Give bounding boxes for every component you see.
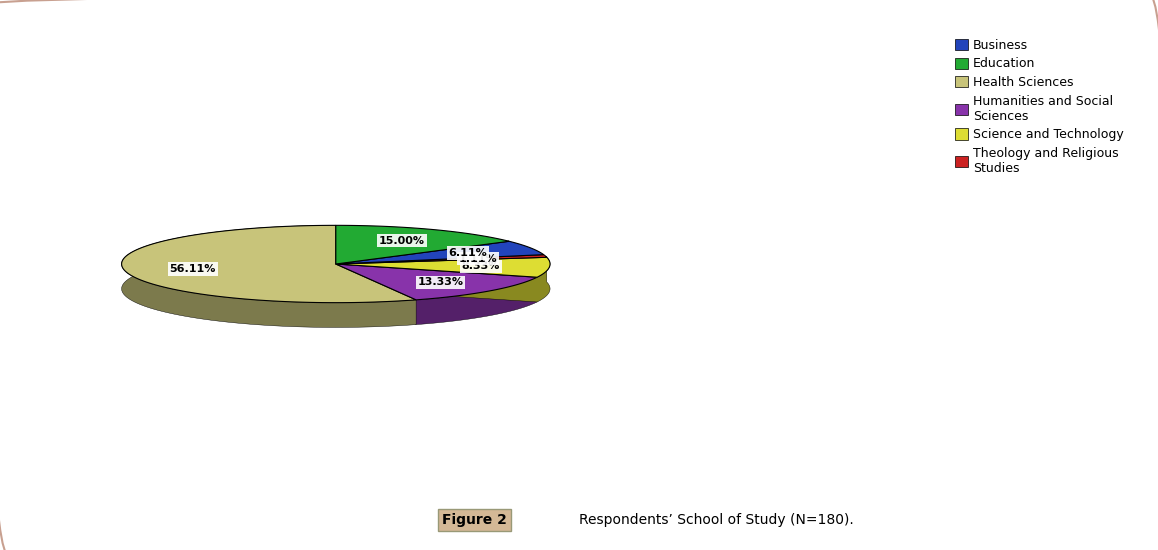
Text: 8.33%: 8.33% bbox=[462, 261, 500, 271]
Polygon shape bbox=[336, 264, 537, 300]
Polygon shape bbox=[122, 226, 416, 327]
Text: 1.11%: 1.11% bbox=[459, 254, 498, 263]
Text: Respondents’ School of Study (N=180).: Respondents’ School of Study (N=180). bbox=[579, 513, 853, 527]
Text: Figure 2: Figure 2 bbox=[442, 513, 507, 527]
Text: 6.11%: 6.11% bbox=[448, 248, 488, 258]
Polygon shape bbox=[336, 255, 547, 264]
Polygon shape bbox=[336, 226, 510, 264]
Polygon shape bbox=[336, 264, 537, 324]
Legend: Business, Education, Health Sciences, Humanities and Social
Sciences, Science an: Business, Education, Health Sciences, Hu… bbox=[951, 34, 1129, 180]
Text: 13.33%: 13.33% bbox=[418, 277, 463, 287]
Polygon shape bbox=[336, 257, 550, 277]
Polygon shape bbox=[336, 241, 544, 264]
Polygon shape bbox=[336, 257, 550, 302]
Polygon shape bbox=[122, 226, 416, 303]
Text: 15.00%: 15.00% bbox=[379, 235, 425, 245]
Text: 56.11%: 56.11% bbox=[169, 264, 217, 274]
